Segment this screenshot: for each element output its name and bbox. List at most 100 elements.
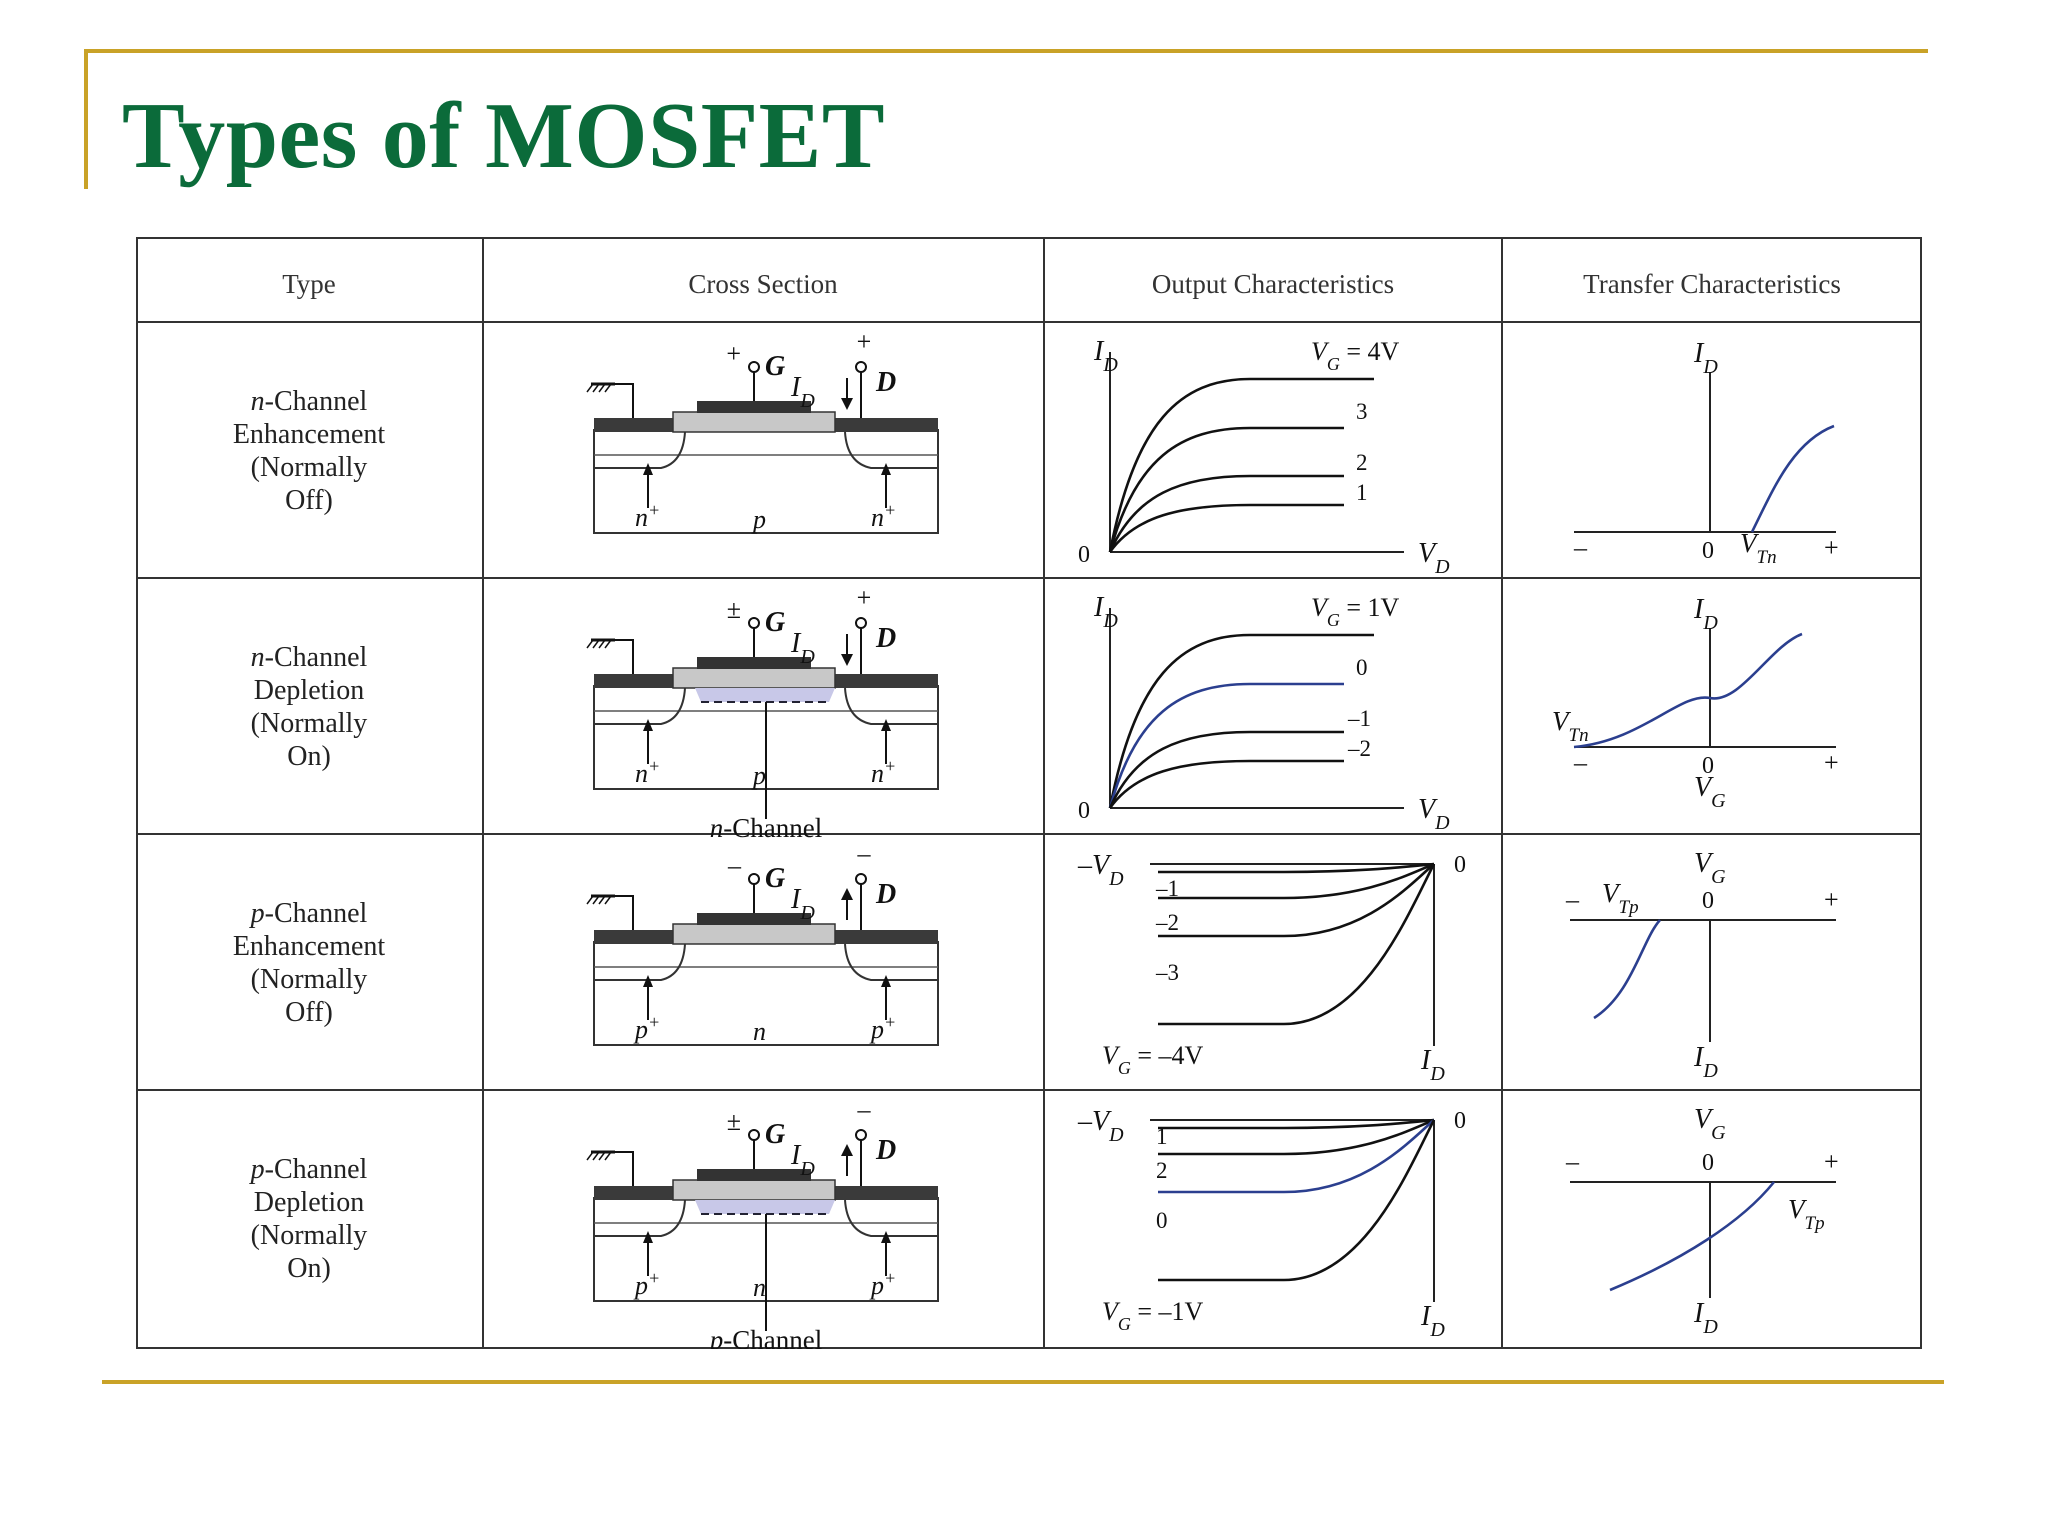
table-row-3: p-ChannelDepletion(NormallyOn)p-Channel±… xyxy=(249,1095,1839,1349)
ground-hatch xyxy=(598,1151,606,1161)
drain-sign: + xyxy=(857,327,872,356)
transfer-y-label-main: V xyxy=(1694,1104,1714,1135)
type-channel-word: -Channel xyxy=(265,898,368,929)
vg-sub: G xyxy=(1327,610,1340,630)
transfer-vt-label: VTp xyxy=(1788,1194,1825,1234)
transfer-zero: 0 xyxy=(1702,888,1714,914)
ground-hatch xyxy=(598,895,606,905)
transfer-y-label: VG xyxy=(1694,1104,1726,1144)
output-chart-2: 0 VG = –4V –1 –2 –3 xyxy=(1102,852,1466,1078)
output-x-label: VD xyxy=(1418,538,1450,578)
output-curve-3 xyxy=(1158,863,1436,1026)
type-line-1: Depletion xyxy=(254,675,364,706)
output-x-label: ID xyxy=(1420,1045,1445,1085)
transfer-plus: + xyxy=(1824,885,1839,914)
transfer-plus: + xyxy=(1824,1147,1839,1176)
output-y-label-main: –V xyxy=(1077,850,1112,881)
gate-sign: + xyxy=(726,339,741,368)
transfer-vt-label-main: V xyxy=(1602,878,1622,908)
vg-symbol: V xyxy=(1311,593,1330,622)
type-line-3: Off) xyxy=(285,997,333,1028)
output-x-label-sub: D xyxy=(1429,1319,1445,1341)
output-curve-0 xyxy=(1158,862,1435,874)
bottom-rule xyxy=(102,1380,1944,1384)
transfer-y-label: ID xyxy=(1693,594,1718,634)
transfer-x-label-sub: G xyxy=(1711,790,1726,812)
drain-region-label-main: n xyxy=(871,503,884,532)
drain-current-label-sub: D xyxy=(799,1158,815,1180)
output-vg-label: VG = 4V xyxy=(1311,337,1400,374)
output-origin: 0 xyxy=(1454,1108,1466,1134)
transfer-vt-label-main: V xyxy=(1552,706,1572,736)
transfer-minus: – xyxy=(1573,748,1588,777)
column-header-2: Output Characteristics xyxy=(1152,269,1394,299)
output-curve-1 xyxy=(1108,426,1344,553)
ground-hatch xyxy=(586,639,594,649)
left-region-arrowhead xyxy=(643,719,653,731)
ground-hatch xyxy=(604,895,612,905)
output-curve-label-2: –3 xyxy=(1155,960,1179,985)
current-arrowhead xyxy=(841,1144,853,1156)
ground-hatch xyxy=(586,895,594,905)
vg-sub: G xyxy=(1327,354,1340,374)
source-region-label-sup: + xyxy=(648,1012,660,1032)
type-polarity: p xyxy=(249,898,265,929)
drain-label: D xyxy=(875,623,896,654)
gate-label: G xyxy=(765,1119,785,1150)
source-region-label: n+ xyxy=(635,500,660,532)
output-y-label-main: I xyxy=(1093,592,1105,623)
drain-label: D xyxy=(875,367,896,398)
gate-metal xyxy=(697,401,811,413)
ground-hatch xyxy=(592,383,600,393)
transfer-curve xyxy=(1573,632,1803,749)
output-chart-0: 0 VG = 4V 3 2 1 xyxy=(1078,337,1404,568)
output-x-label-sub: D xyxy=(1434,812,1450,834)
drain-well xyxy=(844,1199,938,1237)
cross-section-2: – G–Dn xyxy=(586,839,939,1046)
transfer-vt-label-sub: Tp xyxy=(1805,1213,1825,1234)
source-region-label: p+ xyxy=(633,1012,660,1044)
source-region-label-main: p xyxy=(633,1015,648,1044)
output-y-label-main: –V xyxy=(1077,1106,1112,1137)
type-line-3: Off) xyxy=(285,485,333,516)
transfer-y-label-sub: D xyxy=(1702,612,1718,634)
type-line-0: p-Channel xyxy=(249,898,368,929)
drain-region-label-main: n xyxy=(871,759,884,788)
source-well xyxy=(594,1199,686,1237)
transfer-vt-label-sub: Tn xyxy=(1757,547,1777,568)
ground-hatch xyxy=(604,1151,612,1161)
drain-label: D xyxy=(875,879,896,910)
output-vg-label: VG = –1V xyxy=(1102,1297,1204,1334)
source-region-label-main: n xyxy=(635,759,648,788)
transfer-x-label-sub: D xyxy=(1702,1316,1718,1338)
channel-word: -Channel xyxy=(723,1325,822,1349)
ground-wire xyxy=(601,639,634,674)
substrate xyxy=(593,429,939,534)
gate-sign: – xyxy=(727,851,742,880)
current-arrowhead xyxy=(841,654,853,666)
channel-polarity: n xyxy=(710,813,724,843)
output-y-label-main: I xyxy=(1093,336,1105,367)
transfer-plus: + xyxy=(1824,748,1839,777)
output-y-label: ID xyxy=(1093,336,1118,376)
drain-current-label-main: I xyxy=(790,372,802,403)
type-line-1: Enhancement xyxy=(233,931,386,962)
source-region-label-sup: + xyxy=(648,500,660,520)
ground-hatch xyxy=(586,1151,594,1161)
vg-value: = –4V xyxy=(1131,1041,1204,1070)
drain-current-label: ID xyxy=(790,372,815,412)
output-curve-0 xyxy=(1108,633,1374,809)
output-curve-3 xyxy=(1108,759,1344,809)
type-polarity: n xyxy=(251,642,265,673)
output-curve-label-2: –2 xyxy=(1347,736,1371,761)
cross-section-3: p-Channel± G–Dn xyxy=(586,1095,939,1349)
current-arrowhead xyxy=(841,888,853,900)
body-label: p xyxy=(751,761,766,790)
output-curve-label-0: –1 xyxy=(1155,876,1179,901)
output-x-label-sub: D xyxy=(1434,556,1450,578)
table-grid: Type Cross Section Output Characteristics T… xyxy=(136,237,1922,1349)
output-origin: 0 xyxy=(1078,542,1090,568)
source-region-label-sup: + xyxy=(648,756,660,776)
gate-metal xyxy=(697,1169,811,1181)
output-curve-2 xyxy=(1108,730,1344,809)
